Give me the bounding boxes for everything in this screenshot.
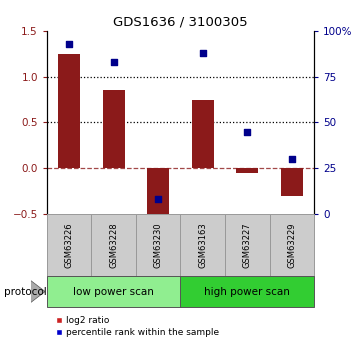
Bar [91,214,136,276]
Bar [47,276,180,307]
Bar [58,54,80,168]
Point [289,156,295,162]
Text: GSM63229: GSM63229 [287,222,296,268]
Legend: log2 ratio, percentile rank within the sample: log2 ratio, percentile rank within the s… [52,313,223,341]
Bar [180,214,225,276]
Bar [180,276,314,307]
Bar [225,214,270,276]
Text: GSM63226: GSM63226 [65,222,74,268]
Text: protocol: protocol [4,287,46,296]
Bar [103,90,125,168]
Point [200,50,206,56]
Bar [47,214,91,276]
Point [66,41,72,47]
Title: GDS1636 / 3100305: GDS1636 / 3100305 [113,16,248,29]
Polygon shape [31,280,45,303]
Bar [236,168,258,173]
Bar [136,214,180,276]
Text: low power scan: low power scan [73,287,154,296]
Point [244,129,250,135]
Bar [192,100,214,168]
Text: GSM63228: GSM63228 [109,222,118,268]
Bar [270,214,314,276]
Point [111,59,117,65]
Text: GSM63227: GSM63227 [243,222,252,268]
Text: GSM63163: GSM63163 [198,222,207,268]
Text: GSM63230: GSM63230 [154,222,163,268]
Bar [147,168,169,218]
Point [155,197,161,202]
Bar [280,168,303,196]
Text: high power scan: high power scan [204,287,290,296]
